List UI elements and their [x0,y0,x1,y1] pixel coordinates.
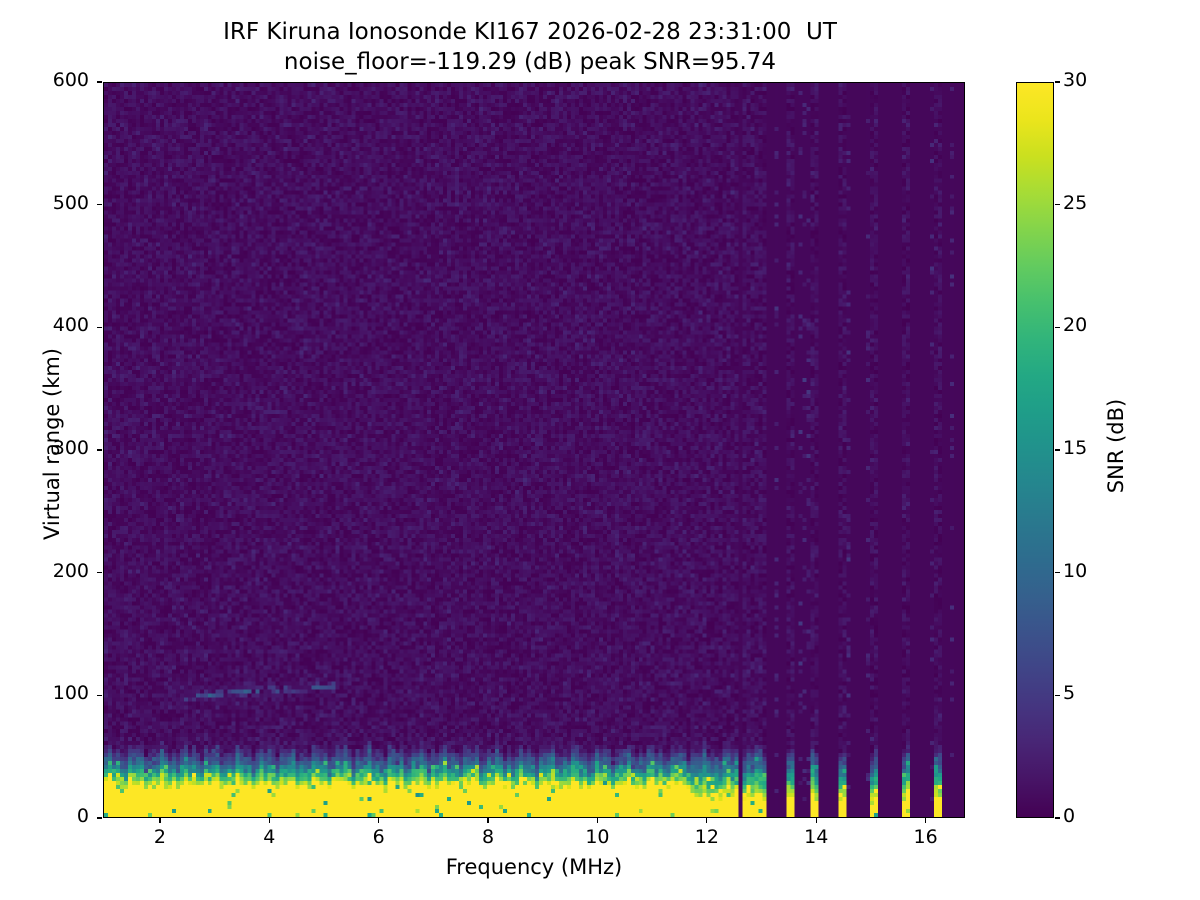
y-tick-mark [97,694,102,696]
figure-title: IRF Kiruna Ionosonde KI167 2026-02-28 23… [0,18,1060,78]
x-tick-mark [159,818,161,823]
colorbar-tick-label-30: 30 [1063,69,1088,91]
colorbar-tick-mark [1055,81,1060,83]
colorbar-tick-mark [1055,694,1060,696]
x-tick-label-4: 4 [263,826,276,848]
y-tick-mark [97,81,102,83]
x-tick-label-14: 14 [804,826,829,848]
x-tick-label-16: 16 [913,826,938,848]
colorbar-gradient [1017,83,1053,817]
colorbar-tick-mark [1055,817,1060,819]
title-line-1: IRF Kiruna Ionosonde KI167 2026-02-28 23… [223,19,837,45]
y-tick-mark [97,572,102,574]
x-tick-label-6: 6 [372,826,385,848]
y-tick-mark [97,204,102,206]
colorbar-tick-mark [1055,326,1060,328]
y-tick-mark [97,326,102,328]
y-tick-mark [97,449,102,451]
y-tick-mark [97,817,102,819]
x-tick-mark [924,818,927,823]
x-tick-label-12: 12 [694,826,719,848]
ionogram-plot-area[interactable] [103,82,965,818]
y-tick-label-100: 100 [52,682,89,705]
colorbar-tick-mark [1055,449,1060,451]
y-tick-label-600: 600 [52,69,89,91]
x-tick-mark [706,818,708,823]
colorbar[interactable] [1016,82,1054,818]
x-tick-mark [487,818,489,823]
y-tick-label-400: 400 [52,314,89,337]
colorbar-tick-label-25: 25 [1063,191,1088,214]
colorbar-tick-label-15: 15 [1063,437,1088,459]
x-tick-mark [378,818,380,823]
y-tick-label-300: 300 [52,437,89,459]
y-tick-label-500: 500 [52,191,89,214]
colorbar-tick-mark [1055,204,1060,206]
title-line-2: noise_floor=-119.29 (dB) peak SNR=95.74 [283,48,777,75]
colorbar-tick-label-0: 0 [1063,805,1076,827]
colorbar-tick-label-5: 5 [1063,682,1076,705]
x-tick-label-8: 8 [482,826,495,848]
x-tick-label-10: 10 [585,826,610,848]
x-tick-mark [596,818,599,823]
colorbar-tick-label-20: 20 [1063,314,1088,337]
y-tick-label-200: 200 [52,559,89,582]
colorbar-tick-mark [1055,572,1060,574]
y-tick-label-0: 0 [76,805,89,827]
x-tick-mark [268,818,270,823]
x-tick-mark [815,818,817,823]
x-axis-label: Frequency (MHz) [445,855,623,879]
colorbar-tick-label-10: 10 [1063,559,1088,582]
x-tick-label-2: 2 [153,826,166,848]
ionogram-heatmap [104,83,964,817]
